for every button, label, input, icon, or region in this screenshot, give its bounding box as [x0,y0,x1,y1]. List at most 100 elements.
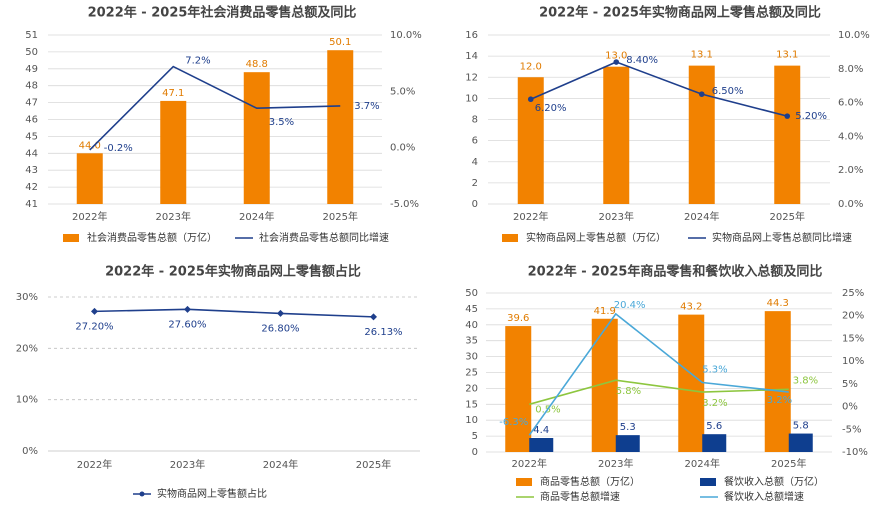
chart1-bar [243,72,270,205]
chart1-y2-tick: 0.0% [390,143,415,154]
chart4-bar-retail [505,326,532,452]
chart4-y2-tick: 25% [842,288,864,299]
chart2-bar [688,65,715,204]
chart4-y-tick: 20 [465,383,478,394]
chart4-y-tick: 5 [472,431,478,442]
chart4-y-tick: 40 [465,320,478,331]
chart4-y2-tick: -5% [842,424,861,435]
chart4-bar-catering [615,435,640,452]
chart2-bar-label: 13.1 [776,50,798,61]
chart1-y-tick: 51 [25,30,38,41]
chart2-y-tick: 14 [465,51,478,62]
chart1-title: 2022年 - 2025年社会消费品零售总额及同比 [88,5,357,21]
legend-label-c4-line-catering: 餐饮收入总额增速 [724,490,804,503]
chart1-bar-label: 48.8 [246,59,268,70]
chart2-line-point [698,91,705,97]
legend-label-c4-bar-retail: 商品零售总额（万亿） [540,475,640,488]
chart2-y-tick: 0 [472,199,478,210]
chart3-line-point [370,313,377,321]
chart4-y-tick: 30 [465,352,478,363]
chart3-line-label: 27.20% [75,321,113,332]
chart2-bar [774,65,801,204]
chart4-y2-tick: 5% [842,379,858,390]
chart2-y-tick: 16 [465,30,478,41]
chart2-x-tick: 2022年 [513,210,548,223]
chart3-y-tick: 0% [22,446,38,457]
legend-label-c4-line-retail: 商品零售总额增速 [540,490,620,503]
chart1-y-tick: 43 [25,165,38,176]
chart1-x-tick: 2022年 [72,210,107,223]
chart4-title: 2022年 - 2025年商品零售和餐饮收入总额及同比 [528,264,823,280]
chart1-line-label: 7.2% [185,56,210,67]
legend-label-c3-line: 实物商品网上零售额占比 [157,487,267,500]
chart1-bar-label: 47.1 [162,88,184,99]
chart1-y-tick: 49 [25,64,38,75]
chart2-line-point [527,96,534,103]
chart3-line-point [91,307,98,315]
legend-label-c1-bar: 社会消费品零售总额（万亿） [87,231,217,244]
chart2-growth-line [530,61,788,117]
chart2-y2-tick: 4.0% [838,131,863,142]
chart4-line-label-catering: 3.2% [767,395,792,406]
chart4-bar-label-retail: 41.9 [594,306,616,317]
chart4-bar-label-retail: 44.3 [767,298,789,309]
chart4-growth-line-catering [528,312,789,436]
chart4-y-tick: 15 [465,399,478,410]
chart3-line-label: 27.60% [168,319,206,330]
chart3-line-point [184,305,191,313]
chart4-y-tick: 45 [465,304,478,315]
chart1-bar [327,50,354,205]
chart1-y-tick: 45 [25,131,38,142]
chart4-bar-label-catering: 5.3 [620,422,636,433]
chart4-y2-tick: 20% [842,311,864,322]
chart4-growth-line-retail [529,379,789,406]
chart3-line-label: 26.13% [364,327,402,338]
chart4-bar-retail [678,314,705,452]
chart4-line-label-retail: 5.8% [616,386,641,397]
chart2-y-tick: 6 [472,136,478,147]
chart1-y-tick: 46 [25,115,38,126]
legend-label-c2-bar: 实物商品网上零售总额（万亿） [526,231,666,244]
chart4-line-label-retail: 3.8% [793,375,818,386]
chart3-share-line [94,308,374,318]
chart3-x-tick: 2025年 [356,458,391,471]
chart4-line-label-catering: 20.4% [614,300,646,311]
chart4-y-tick: 10 [465,415,478,426]
chart4-bar-retail [764,311,791,452]
chart2-line-label: 6.20% [535,103,567,114]
chart2-bar [603,66,630,204]
chart4-bar-label-catering: 5.6 [706,421,722,432]
chart1-bar-label: 44.0 [79,140,101,151]
chart1-y-tick: 42 [25,182,38,193]
chart1-y2-tick: 5.0% [390,86,415,97]
chart2-y2-tick: 6.0% [838,98,863,109]
chart4-line-label-retail: 3.2% [702,398,727,409]
chart4-x-tick: 2025年 [771,457,806,470]
chart1-y-tick: 41 [25,199,38,210]
chart4-y2-tick: 10% [842,356,864,367]
chart4-y2-tick: 15% [842,333,864,344]
chart2-y-tick: 12 [465,72,478,83]
chart4-bar-label-retail: 43.2 [680,302,702,313]
chart1-line-label: 3.5% [269,117,294,128]
chart1-bar-label: 50.1 [329,37,351,48]
chart3-line-label: 26.80% [261,323,299,334]
chart2-line-label: 6.50% [712,86,744,97]
chart3-line-point [277,309,284,317]
chart4-bar-catering [702,434,727,452]
chart2-line-point [613,59,620,65]
chart2-y-tick: 8 [472,115,478,126]
chart3-x-tick: 2024年 [263,458,298,471]
chart2-bar [517,77,544,204]
chart2-y2-tick: 2.0% [838,165,863,176]
chart4-bar-label-catering: 4.4 [533,425,549,436]
chart3-x-tick: 2022年 [77,458,112,471]
chart2-line-label: 5.20% [795,111,827,122]
chart2-x-tick: 2025年 [770,210,805,223]
chart1-x-tick: 2023年 [156,210,191,223]
chart1-x-tick: 2024年 [239,210,274,223]
legend-swatch-c1-bar [63,234,79,242]
chart3-y-tick: 10% [16,395,38,406]
chart1-y-tick: 48 [25,81,38,92]
